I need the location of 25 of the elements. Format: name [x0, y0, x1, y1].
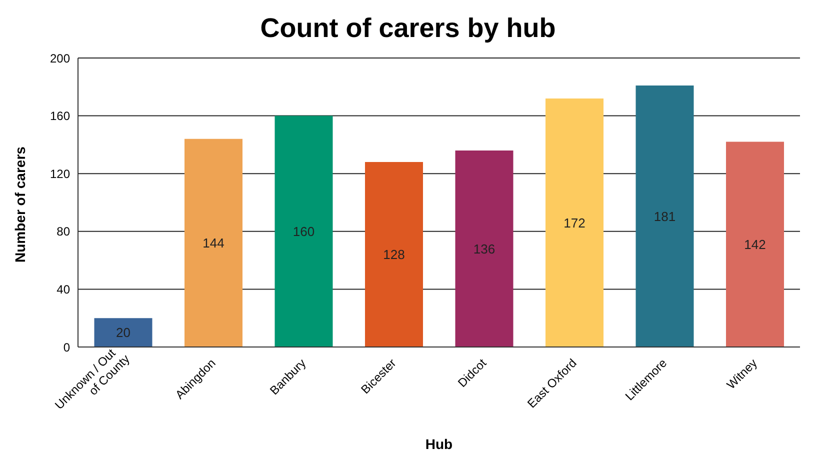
y-tick-label: 160 — [50, 109, 70, 124]
bar — [364, 162, 423, 347]
bar — [455, 150, 514, 347]
data-label: 160 — [292, 224, 315, 240]
y-tick-label: 40 — [56, 282, 70, 296]
chart-title: Count of carers by hub — [259, 12, 557, 45]
y-tick-label: 0 — [63, 340, 70, 354]
bar — [184, 138, 242, 347]
y-tick-label: 200 — [50, 51, 70, 66]
bar — [274, 116, 333, 347]
data-label: 144 — [202, 236, 224, 251]
data-label: 172 — [564, 215, 586, 230]
bar — [636, 85, 694, 347]
x-axis-title: Hub — [425, 436, 453, 452]
data-label: 128 — [383, 247, 405, 262]
y-axis-title: Number of carers — [12, 146, 28, 262]
bar — [94, 318, 152, 347]
bar — [726, 142, 784, 347]
y-tick-label: 80 — [56, 224, 70, 239]
bar — [545, 98, 604, 347]
y-tick-label: 120 — [50, 166, 70, 181]
data-label: 136 — [473, 241, 496, 256]
data-label: 20 — [116, 325, 130, 340]
data-label: 181 — [654, 208, 676, 224]
data-label: 142 — [744, 237, 766, 252]
